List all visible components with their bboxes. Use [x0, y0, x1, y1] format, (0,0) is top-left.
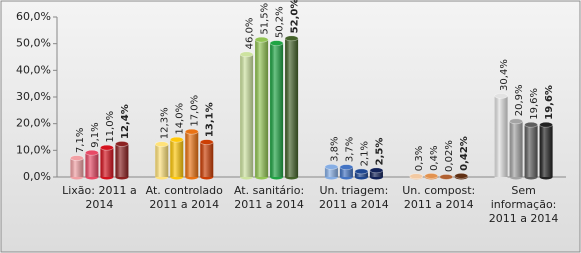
value-label: 2,5% — [374, 138, 385, 166]
bar-shade — [170, 139, 184, 177]
x-tick-label: At. sanitário: — [234, 184, 304, 197]
value-label: 3,8% — [329, 136, 340, 161]
bar-cap — [184, 128, 199, 135]
bar-cap — [169, 136, 184, 143]
value-label: 11,0% — [105, 111, 116, 143]
bar-cap — [324, 164, 339, 170]
bar-shade — [509, 121, 523, 177]
value-label: 13,1% — [205, 102, 216, 137]
bar-shade — [115, 143, 129, 177]
bar-cap — [269, 40, 284, 46]
bar-cap — [409, 173, 424, 179]
y-tick-label: 30,0% — [16, 90, 51, 103]
bar-shade — [185, 131, 199, 177]
bar-cap — [70, 155, 84, 161]
bar-shade — [524, 124, 538, 177]
value-label: 0,42% — [459, 136, 470, 171]
bar-cap — [354, 168, 369, 175]
bar-cap — [254, 36, 269, 43]
bar-cap — [424, 173, 439, 179]
bar-shade — [240, 54, 254, 178]
value-label: 7,1% — [75, 128, 86, 153]
bar-cap — [454, 173, 469, 179]
bar-shade — [100, 147, 114, 177]
bar-shade — [155, 144, 169, 177]
bar-cap — [369, 167, 384, 174]
bar-cap — [239, 51, 254, 58]
value-label: 12,4% — [120, 104, 131, 139]
value-label: 14,0% — [175, 103, 186, 135]
bar-shade — [539, 124, 553, 177]
value-label: 3,7% — [344, 137, 355, 162]
bar-cap — [85, 149, 99, 156]
bar-cap — [494, 93, 508, 99]
bar-shade — [270, 43, 284, 178]
value-label: 17,0% — [190, 95, 201, 127]
y-tick-label: 60,0% — [16, 10, 51, 23]
x-tick-label: Sem — [511, 184, 535, 197]
x-tick-label: 2014 — [85, 198, 113, 211]
x-tick-label: Un. compost: — [402, 184, 475, 197]
bar-shade — [369, 170, 383, 177]
bar-shade — [324, 166, 338, 177]
bar-cap — [509, 118, 523, 125]
x-tick-label: 2011 a 2014 — [489, 212, 559, 225]
value-label: 12,3% — [160, 107, 171, 139]
x-tick-label: Lixão: 2011 a — [62, 184, 137, 197]
value-label: 0,4% — [429, 146, 440, 171]
value-label: 51,5% — [260, 3, 271, 35]
value-label: 50,2% — [275, 6, 286, 38]
value-label: 19,6% — [529, 88, 540, 120]
y-tick-label: 10,0% — [16, 143, 51, 156]
value-label: 20,9% — [514, 84, 525, 116]
x-tick-label: 2011 a 2014 — [234, 198, 304, 211]
x-tick-label: At. controlado — [146, 184, 223, 197]
y-tick-label: 0,0% — [23, 170, 51, 183]
y-tick-label: 40,0% — [16, 63, 51, 76]
bar-shade — [339, 167, 353, 177]
y-tick-label: 50,0% — [16, 37, 51, 50]
y-tick-label: 20,0% — [16, 117, 51, 130]
bar-shade — [255, 39, 269, 177]
x-tick-label: 2011 a 2014 — [149, 198, 219, 211]
bar-cap — [439, 174, 454, 180]
bar-cap — [524, 121, 538, 128]
bar-cap — [115, 141, 129, 147]
value-label: 46,0% — [245, 18, 256, 50]
bar-shade — [85, 152, 99, 177]
bar-shade — [200, 142, 214, 177]
bar-cap — [339, 164, 354, 170]
x-tick-label: Un. triagem: — [320, 184, 389, 197]
value-label: 9,1% — [90, 122, 101, 147]
x-tick-label: informação: — [491, 198, 557, 211]
value-label: 0,3% — [414, 146, 425, 171]
bar-shade — [285, 38, 299, 178]
value-label: 2,1% — [359, 141, 370, 166]
bar-cap — [539, 121, 553, 128]
value-label: 0,02% — [444, 140, 455, 172]
bar-cap — [154, 141, 169, 147]
value-label: 52,0% — [290, 0, 301, 33]
x-tick-label: 2011 a 2014 — [404, 198, 474, 211]
value-label: 30,4% — [499, 59, 510, 91]
bar-shade — [494, 95, 508, 177]
bar-cap — [100, 144, 114, 151]
bar-cap — [284, 35, 299, 42]
x-tick-label: 2011 a 2014 — [319, 198, 389, 211]
bar-cap — [199, 139, 214, 145]
value-label: 19,6% — [544, 85, 555, 120]
bar-shade — [70, 158, 84, 177]
